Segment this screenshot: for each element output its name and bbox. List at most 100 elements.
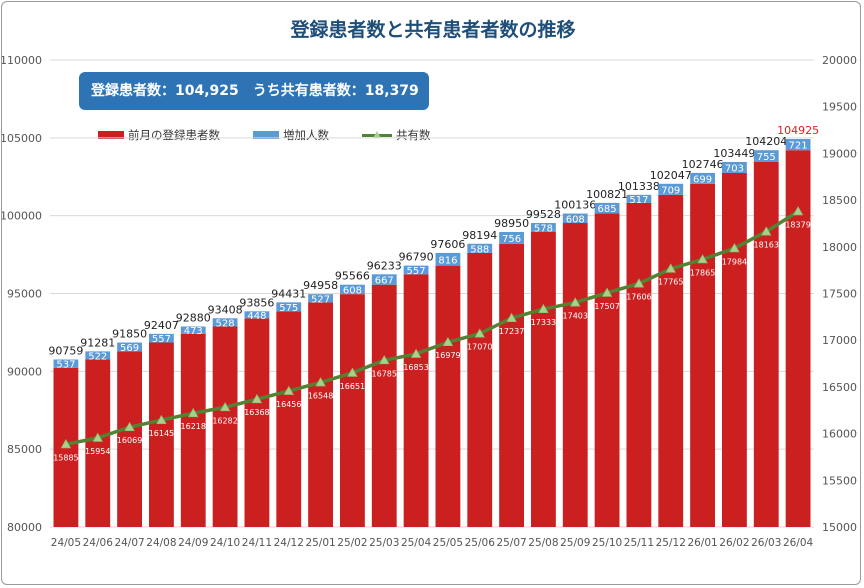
bar-prev bbox=[244, 318, 270, 527]
shared-label: 16282 bbox=[212, 416, 237, 425]
bar-prev bbox=[403, 274, 429, 527]
legend-swatch-prev bbox=[98, 131, 124, 139]
chart-title: 登録患者数と共有患者者数の推移 bbox=[290, 19, 576, 41]
x-tick-label: 24/06 bbox=[83, 537, 114, 549]
total-label: 100821 bbox=[586, 188, 628, 201]
total-label: 93856 bbox=[239, 296, 274, 309]
shared-label: 17765 bbox=[658, 278, 683, 287]
legend-item-shared: 共有数 bbox=[362, 127, 431, 143]
total-label: 102746 bbox=[682, 158, 724, 171]
y-left-tick-label: 100000 bbox=[2, 210, 42, 223]
x-tick-label: 26/03 bbox=[751, 537, 781, 549]
bar-increase bbox=[340, 284, 365, 295]
bar-prev bbox=[562, 223, 588, 527]
bar-prev bbox=[212, 326, 238, 527]
legend: 前月の登録患者数 増加人数 共有数 bbox=[98, 128, 464, 142]
increase-label: 685 bbox=[598, 204, 617, 215]
total-label: 104204 bbox=[745, 135, 787, 148]
bar-increase bbox=[499, 232, 524, 244]
bar-prev bbox=[85, 359, 111, 527]
total-label: 103449 bbox=[713, 147, 755, 160]
shared-marker bbox=[538, 303, 549, 313]
shared-label: 16979 bbox=[435, 351, 460, 360]
total-label: 98950 bbox=[494, 217, 529, 230]
shared-label: 16368 bbox=[244, 408, 269, 417]
bar-increase bbox=[722, 161, 747, 173]
x-tick-label: 25/05 bbox=[433, 537, 463, 549]
bar-increase bbox=[180, 326, 206, 334]
increase-label: 608 bbox=[343, 285, 362, 296]
bar-prev bbox=[308, 302, 333, 527]
x-tick-label: 25/06 bbox=[465, 537, 496, 549]
bar-prev bbox=[435, 265, 461, 527]
shared-marker bbox=[697, 254, 708, 264]
increase-label: 721 bbox=[789, 141, 808, 152]
legend-label-inc: 増加人数 bbox=[283, 128, 329, 142]
y-right-tick-label: 17000 bbox=[822, 334, 857, 347]
shared-marker bbox=[474, 328, 485, 338]
y-right-tick-label: 16500 bbox=[822, 381, 857, 394]
shared-marker bbox=[442, 336, 454, 347]
bar-increase bbox=[276, 302, 302, 312]
increase-label: 557 bbox=[152, 334, 171, 345]
bar-increase bbox=[562, 213, 588, 224]
legend-item-prev: 前月の登録患者数 bbox=[98, 127, 220, 143]
shared-marker bbox=[315, 377, 326, 387]
x-tick-label: 24/09 bbox=[178, 537, 208, 549]
shared-marker bbox=[601, 287, 613, 297]
shared-marker bbox=[188, 407, 199, 418]
x-tick-label: 24/11 bbox=[242, 537, 272, 549]
shared-marker bbox=[506, 312, 517, 322]
increase-label: 608 bbox=[566, 214, 585, 225]
shared-label: 15954 bbox=[85, 447, 110, 456]
y-left-tick-label: 90000 bbox=[7, 365, 42, 378]
shared-label: 16069 bbox=[117, 436, 142, 445]
bar-prev bbox=[594, 213, 620, 527]
y-right-tick-label: 19000 bbox=[822, 147, 857, 160]
shared-label: 17984 bbox=[722, 257, 747, 266]
increase-label: 569 bbox=[120, 343, 139, 354]
y-right-tick-label: 18000 bbox=[822, 241, 857, 254]
shared-label: 17865 bbox=[690, 268, 715, 277]
total-label: 102047 bbox=[650, 169, 692, 182]
bar-prev bbox=[531, 232, 556, 528]
total-label: 101338 bbox=[618, 180, 660, 193]
increase-label: 517 bbox=[629, 195, 648, 206]
increase-label: 756 bbox=[502, 234, 521, 245]
y-left-tick-label: 80000 bbox=[7, 521, 42, 534]
total-label: 104925 bbox=[777, 124, 819, 137]
legend-label-shared: 共有数 bbox=[396, 128, 431, 142]
increase-label: 527 bbox=[311, 294, 330, 305]
legend-swatch-shared bbox=[362, 131, 392, 139]
increase-label: 578 bbox=[534, 224, 553, 235]
bar-prev bbox=[690, 183, 715, 527]
bar-increase bbox=[531, 223, 556, 233]
shared-label: 17507 bbox=[594, 302, 619, 311]
total-label: 90759 bbox=[48, 345, 83, 358]
total-label: 91281 bbox=[80, 336, 115, 349]
x-tick-label: 25/07 bbox=[496, 537, 526, 549]
y-right-tick-label: 17500 bbox=[822, 288, 857, 301]
bar-prev bbox=[467, 252, 493, 527]
shared-label: 16548 bbox=[308, 391, 333, 400]
increase-label: 816 bbox=[438, 255, 457, 266]
x-tick-label: 25/02 bbox=[337, 537, 367, 549]
shared-marker bbox=[633, 278, 645, 288]
x-tick-label: 25/11 bbox=[624, 537, 654, 549]
x-tick-label: 26/02 bbox=[719, 537, 749, 549]
bar-prev bbox=[753, 161, 779, 527]
shared-label: 18379 bbox=[785, 220, 810, 229]
x-tick-label: 24/12 bbox=[274, 537, 304, 549]
shared-label: 16785 bbox=[372, 369, 397, 378]
total-label: 98194 bbox=[462, 229, 497, 242]
shared-marker bbox=[347, 367, 358, 377]
bar-prev bbox=[658, 194, 684, 527]
total-label: 92880 bbox=[176, 312, 211, 325]
bar-prev bbox=[626, 202, 652, 528]
y-right-tick-label: 15500 bbox=[822, 474, 857, 487]
shared-marker bbox=[60, 439, 72, 449]
total-label: 94958 bbox=[303, 279, 338, 292]
increase-label: 473 bbox=[184, 326, 203, 337]
shared-label: 17070 bbox=[467, 343, 492, 352]
